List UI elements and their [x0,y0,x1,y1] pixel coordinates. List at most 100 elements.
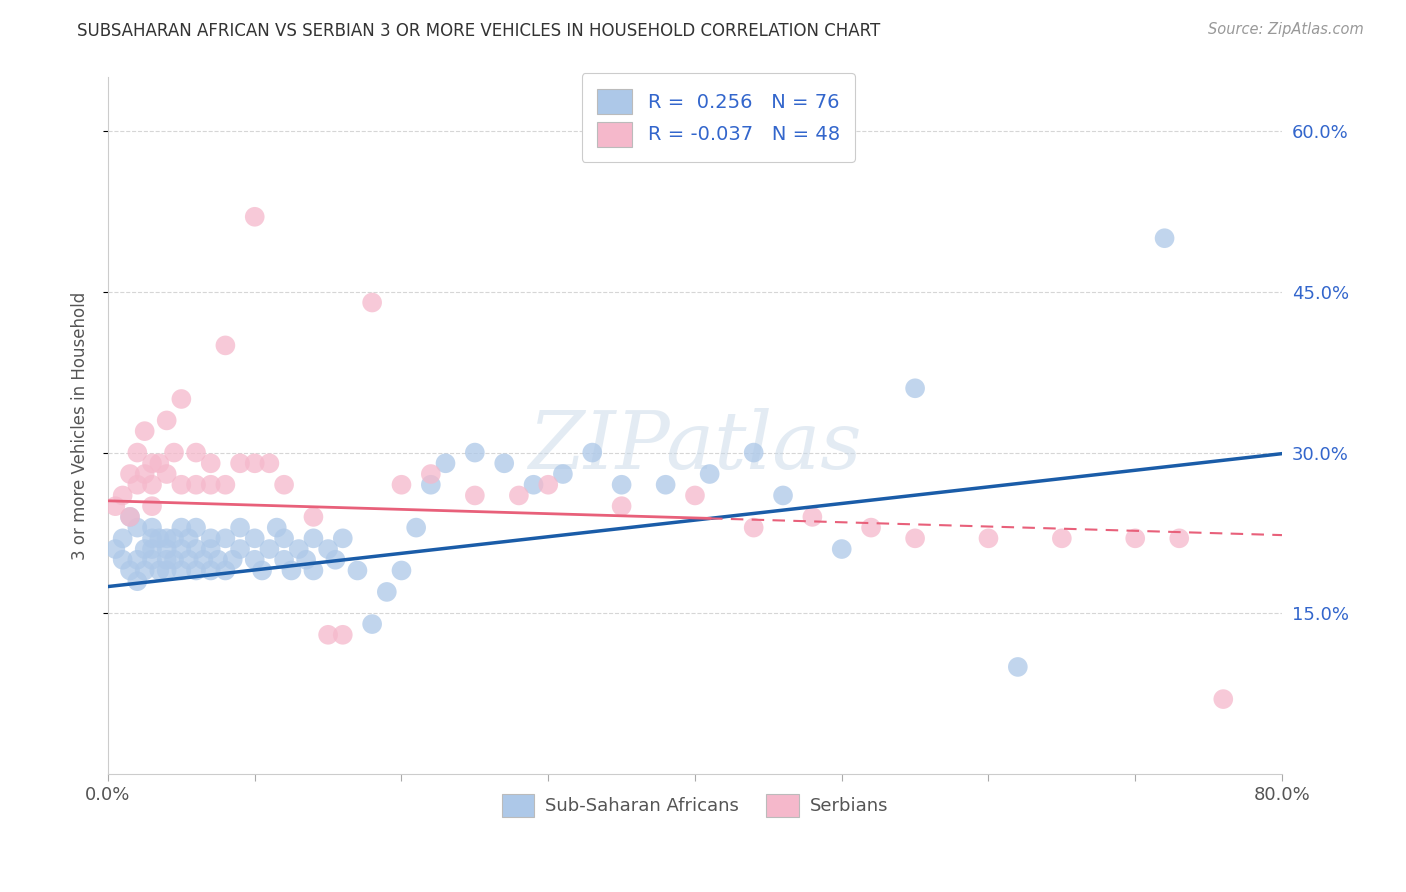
Point [316,628,339,642]
Point [581,445,603,459]
Point [170,477,193,491]
Point [332,628,354,642]
Point [742,445,765,459]
Point [170,520,193,534]
Point [346,564,368,578]
Point [214,477,236,491]
Point [214,564,236,578]
Point [118,509,141,524]
Point [200,456,222,470]
Point [266,520,288,534]
Point [170,392,193,406]
Point [551,467,574,481]
Point [148,564,170,578]
Point [127,520,149,534]
Point [127,553,149,567]
Point [207,553,229,567]
Point [200,477,222,491]
Point [287,542,309,557]
Point [250,564,273,578]
Point [184,520,207,534]
Point [464,445,486,459]
Point [273,553,295,567]
Point [332,532,354,546]
Point [434,456,457,470]
Point [177,553,200,567]
Point [156,564,179,578]
Point [104,542,127,557]
Point [405,520,427,534]
Point [118,509,141,524]
Point [163,445,186,459]
Point [977,532,1000,546]
Point [163,553,186,567]
Point [1153,231,1175,245]
Point [904,381,927,395]
Point [243,532,266,546]
Point [699,467,721,481]
Point [156,413,179,427]
Point [156,532,179,546]
Point [508,488,530,502]
Point [141,477,163,491]
Point [134,424,156,438]
Point [156,542,179,557]
Point [163,532,186,546]
Point [193,553,215,567]
Point [419,467,441,481]
Point [302,532,325,546]
Point [522,477,544,491]
Point [831,542,853,557]
Point [259,456,281,470]
Point [118,564,141,578]
Point [200,542,222,557]
Point [184,445,207,459]
Point [1168,532,1191,546]
Point [273,532,295,546]
Point [222,553,245,567]
Point [148,456,170,470]
Point [177,532,200,546]
Point [1050,532,1073,546]
Point [184,542,207,557]
Point [134,564,156,578]
Point [118,467,141,481]
Point [316,542,339,557]
Point [860,520,883,534]
Text: SUBSAHARAN AFRICAN VS SERBIAN 3 OR MORE VEHICLES IN HOUSEHOLD CORRELATION CHART: SUBSAHARAN AFRICAN VS SERBIAN 3 OR MORE … [77,22,880,40]
Point [361,295,384,310]
Point [1212,692,1234,706]
Point [156,467,179,481]
Point [391,564,413,578]
Point [111,532,134,546]
Point [273,477,295,491]
Point [170,564,193,578]
Point [200,532,222,546]
Point [229,520,252,534]
Point [1123,532,1146,546]
Point [141,532,163,546]
Point [772,488,794,502]
Point [127,445,149,459]
Point [683,488,706,502]
Point [610,499,633,513]
Point [295,553,318,567]
Text: ZIPatlas: ZIPatlas [529,408,862,485]
Point [302,564,325,578]
Point [134,467,156,481]
Point [229,456,252,470]
Point [742,520,765,534]
Point [134,542,156,557]
Point [537,477,560,491]
Point [214,338,236,352]
Point [243,210,266,224]
Text: Source: ZipAtlas.com: Source: ZipAtlas.com [1208,22,1364,37]
Point [214,532,236,546]
Point [361,617,384,632]
Point [200,564,222,578]
Point [280,564,302,578]
Point [141,456,163,470]
Legend: Sub-Saharan Africans, Serbians: Sub-Saharan Africans, Serbians [495,787,896,824]
Point [141,520,163,534]
Point [170,542,193,557]
